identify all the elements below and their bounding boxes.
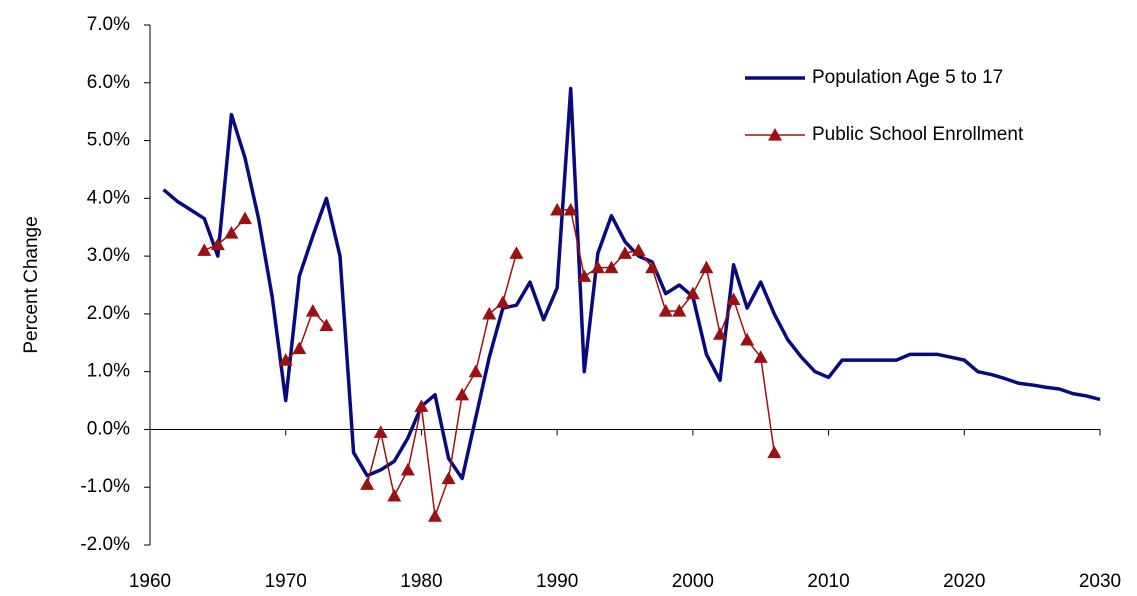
data-point bbox=[577, 269, 592, 282]
data-point bbox=[387, 488, 402, 502]
data-point bbox=[590, 260, 605, 274]
data-point bbox=[563, 202, 578, 216]
data-point bbox=[645, 260, 660, 274]
data-point bbox=[224, 226, 239, 239]
y-tick-label: 4.0% bbox=[87, 187, 130, 208]
data-point bbox=[360, 477, 375, 490]
x-tick-label: 1980 bbox=[400, 571, 442, 592]
data-point bbox=[441, 471, 456, 485]
data-point bbox=[482, 306, 497, 320]
data-point bbox=[428, 509, 442, 522]
y-tick-label: 7.0% bbox=[87, 14, 130, 35]
data-point bbox=[631, 243, 646, 256]
y-tick-label: -1.0% bbox=[80, 476, 130, 497]
data-point bbox=[414, 399, 429, 412]
data-point bbox=[672, 304, 687, 317]
x-tick-label: 2030 bbox=[1079, 571, 1121, 592]
series-line bbox=[162, 86, 1101, 481]
series-line bbox=[203, 209, 776, 517]
data-point bbox=[495, 295, 510, 308]
data-point bbox=[468, 364, 483, 378]
data-point bbox=[685, 286, 700, 300]
data-point bbox=[509, 246, 524, 259]
data-point bbox=[550, 202, 565, 216]
data-point bbox=[618, 246, 632, 259]
data-point bbox=[726, 292, 741, 306]
x-tick-label: 1960 bbox=[129, 571, 171, 592]
y-tick-label: 6.0% bbox=[87, 72, 130, 93]
data-point bbox=[278, 353, 293, 366]
data-point bbox=[753, 350, 768, 363]
y-tick-label: 2.0% bbox=[87, 303, 130, 324]
data-point bbox=[305, 304, 320, 317]
data-point bbox=[400, 462, 415, 476]
data-point bbox=[658, 304, 673, 317]
y-tick-label: 5.0% bbox=[87, 130, 130, 151]
x-tick-label: 2010 bbox=[807, 571, 849, 592]
legend-label: Population Age 5 to 17 bbox=[812, 67, 1003, 88]
y-tick-label: 0.0% bbox=[87, 418, 130, 439]
legend-label: Public School Enrollment bbox=[812, 124, 1024, 145]
data-point bbox=[292, 341, 307, 355]
data-point bbox=[699, 260, 714, 274]
data-point bbox=[713, 327, 727, 340]
x-tick-label: 2000 bbox=[672, 571, 714, 592]
data-point bbox=[373, 425, 388, 438]
data-point bbox=[604, 260, 619, 274]
data-point bbox=[740, 332, 755, 346]
data-point bbox=[238, 211, 252, 225]
y-tick-label: 3.0% bbox=[87, 245, 130, 266]
x-tick-label: 1990 bbox=[536, 571, 578, 592]
data-point bbox=[197, 243, 212, 256]
legend-marker bbox=[768, 128, 782, 141]
data-point bbox=[767, 445, 782, 459]
x-tick-label: 1970 bbox=[265, 571, 307, 592]
y-tick-label: 1.0% bbox=[87, 361, 130, 382]
data-point bbox=[319, 318, 334, 332]
y-tick-label: -2.0% bbox=[80, 534, 130, 555]
y-axis-title: Percent Change bbox=[21, 216, 42, 353]
data-point bbox=[210, 237, 225, 251]
data-point bbox=[455, 387, 470, 401]
x-tick-label: 2020 bbox=[943, 571, 985, 592]
